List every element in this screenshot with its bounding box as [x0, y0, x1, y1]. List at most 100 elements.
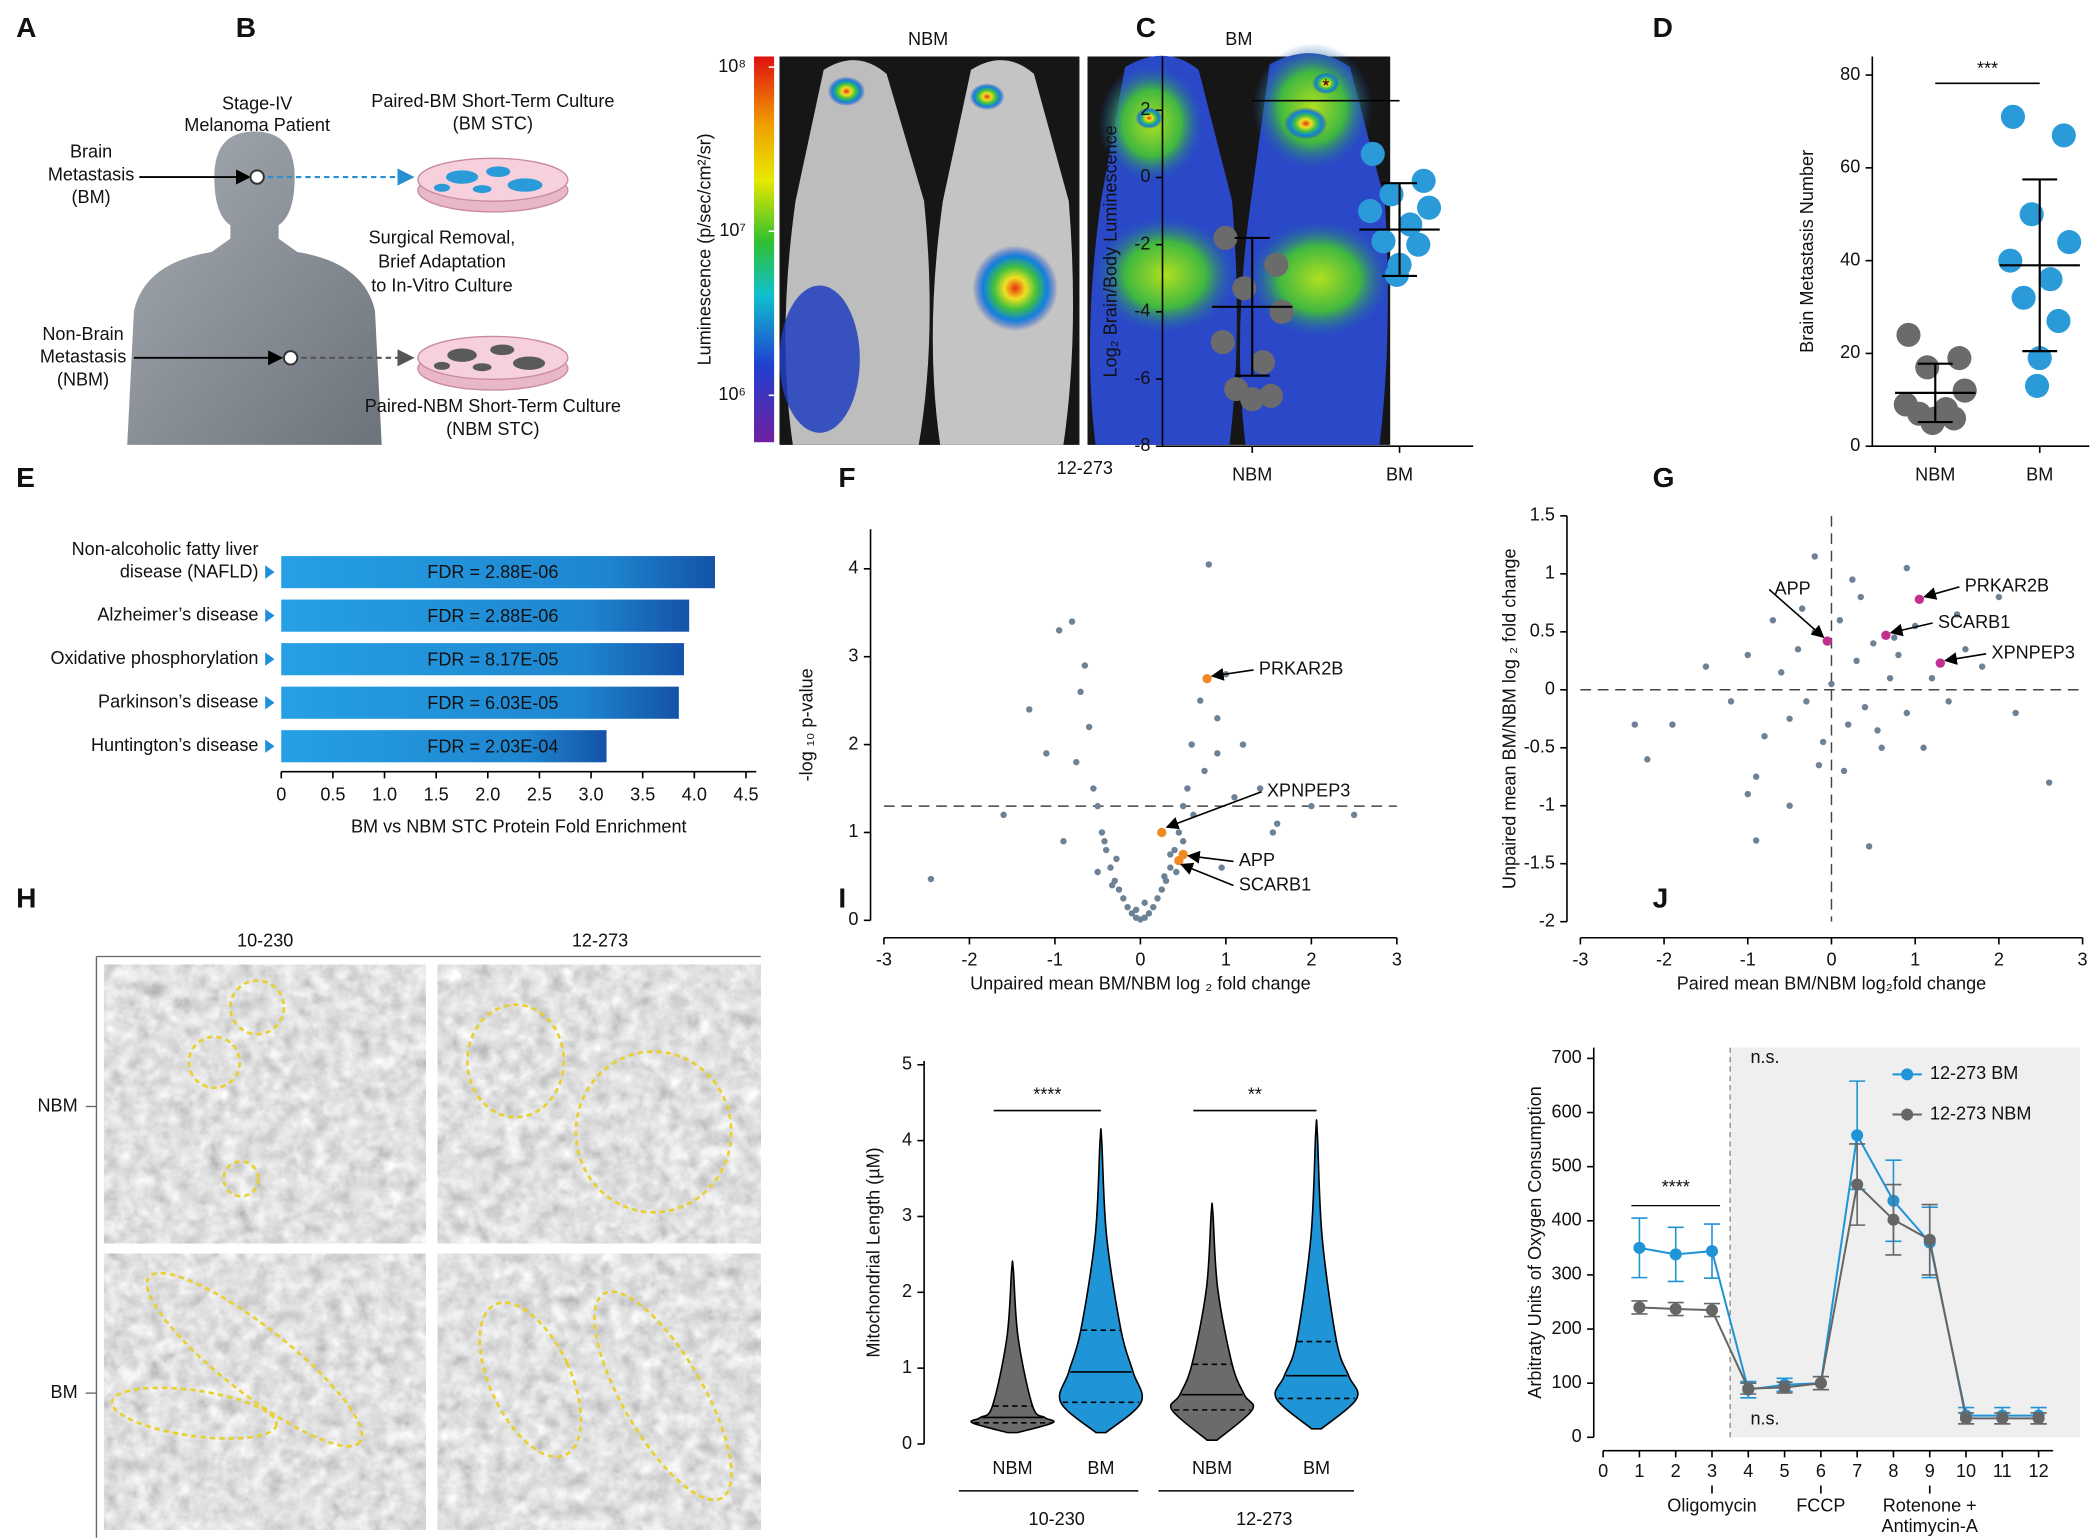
highlight-point	[1202, 673, 1212, 684]
y-axis-label: Brain Metastasis Number	[1797, 150, 1817, 353]
point	[1150, 903, 1157, 911]
point	[1360, 141, 1385, 166]
point	[2038, 267, 2063, 292]
site-label: (BM)	[71, 187, 110, 207]
annotation-arrow	[1165, 791, 1262, 830]
y-tick-label: 0	[1545, 679, 1555, 699]
point	[1633, 1301, 1646, 1314]
annotation: PRKAR2B	[1259, 659, 1343, 679]
point	[1273, 820, 1281, 827]
x-axis-label: Unpaired mean BM/NBM log ₂ fold change	[970, 973, 1311, 993]
annotation-arrow	[1889, 622, 1933, 637]
point	[1923, 1233, 1936, 1246]
category-label: Huntington’s disease	[91, 735, 259, 755]
treatment-label: Oligomycin	[1667, 1496, 1756, 1516]
point	[1669, 721, 1676, 728]
point	[1179, 838, 1187, 845]
y-tick-label: 700	[1552, 1047, 1582, 1067]
y-tick-label: -0.5	[1524, 737, 1555, 757]
bar-label: FDR = 2.03E-04	[427, 736, 558, 756]
site-label: Brain	[70, 142, 112, 162]
point	[1941, 406, 1967, 431]
y-tick-label: 0.5	[1530, 621, 1555, 641]
y-tick-label: 100	[1552, 1372, 1582, 1392]
point	[1952, 378, 1977, 403]
point	[1124, 903, 1131, 911]
site-label: (NBM)	[57, 369, 109, 389]
y-tick-label: 1.5	[1530, 505, 1555, 525]
column-label: NBM	[908, 29, 948, 49]
nbm-dish	[417, 335, 569, 391]
point	[1416, 195, 1442, 220]
y-tick-label: 80	[1840, 64, 1860, 84]
annotation: n.s.	[1750, 1047, 1779, 1067]
point	[1702, 663, 1710, 670]
site-label: Metastasis	[48, 164, 134, 184]
series-line	[1639, 1182, 2039, 1420]
legend-marker	[1901, 1108, 1914, 1121]
point	[1115, 886, 1123, 893]
x-tick-label: -1	[1047, 949, 1063, 969]
point	[1786, 715, 1793, 722]
y-tick-label: 1	[902, 1357, 912, 1377]
panel-label: E	[16, 462, 35, 493]
patient-illustration	[127, 131, 569, 445]
point	[1851, 1129, 1864, 1142]
site-label: Metastasis	[40, 347, 126, 367]
category-marker	[265, 608, 275, 623]
point	[1878, 744, 1885, 751]
y-tick-label: 4	[848, 558, 858, 578]
violin	[1169, 1202, 1255, 1442]
point	[1633, 1241, 1646, 1254]
procedure-label: to In-Vitro Culture	[371, 276, 512, 296]
point	[1201, 767, 1208, 775]
group-label: 10-230	[1029, 1509, 1085, 1529]
legend-label: 12-273 NBM	[1930, 1103, 2031, 1123]
highlight-point	[1935, 658, 1945, 668]
point	[1184, 785, 1191, 792]
y-tick-label: 600	[1552, 1101, 1582, 1121]
x-tick-label: 1	[1221, 949, 1231, 969]
y-tick-label: 200	[1552, 1318, 1582, 1338]
point	[1120, 895, 1127, 902]
treatment-label: Rotenone +	[1883, 1496, 1977, 1516]
x-tick-label: 0	[1135, 949, 1145, 969]
point	[1090, 785, 1097, 792]
point	[2019, 202, 2044, 227]
point	[1411, 168, 1436, 193]
point	[1669, 1302, 1682, 1316]
point	[1258, 383, 1284, 408]
panel-label: A	[16, 12, 36, 43]
treatment-label: Antimycin-A	[1882, 1516, 1979, 1536]
y-tick-label: 60	[1840, 157, 1860, 177]
y-tick-label: 40	[1840, 249, 1860, 269]
y-tick-label: 0	[902, 1433, 912, 1453]
point	[1865, 843, 1873, 850]
column-label: BM	[1225, 29, 1252, 49]
annotation: SCARB1	[1239, 874, 1311, 894]
point	[1145, 910, 1153, 917]
violin	[1274, 1119, 1359, 1430]
point	[1250, 350, 1275, 375]
row-label: NBM	[37, 1095, 77, 1115]
point	[1870, 640, 1877, 647]
annotation-arrow	[1186, 850, 1234, 864]
x-tick-label: 0.5	[320, 785, 345, 805]
treatment-label: FCCP	[1796, 1496, 1845, 1516]
category-marker	[265, 652, 275, 666]
significance: **	[1248, 1085, 1262, 1105]
x-tick-label: 2.0	[475, 785, 500, 805]
point	[1000, 811, 1007, 819]
y-axis-label: Mitochondrial Length (µM)	[863, 1147, 883, 1357]
panel-label: B	[236, 12, 256, 43]
point	[1962, 645, 1969, 653]
category-marker	[265, 739, 275, 753]
point	[1786, 802, 1793, 809]
point	[1141, 914, 1148, 921]
x-tick-label: NBM	[992, 1458, 1032, 1478]
point	[1240, 387, 1265, 412]
point	[1903, 564, 1911, 572]
bm-dish	[417, 157, 569, 213]
x-tick-label: 3.5	[630, 785, 655, 805]
panel-label: F	[838, 462, 855, 493]
